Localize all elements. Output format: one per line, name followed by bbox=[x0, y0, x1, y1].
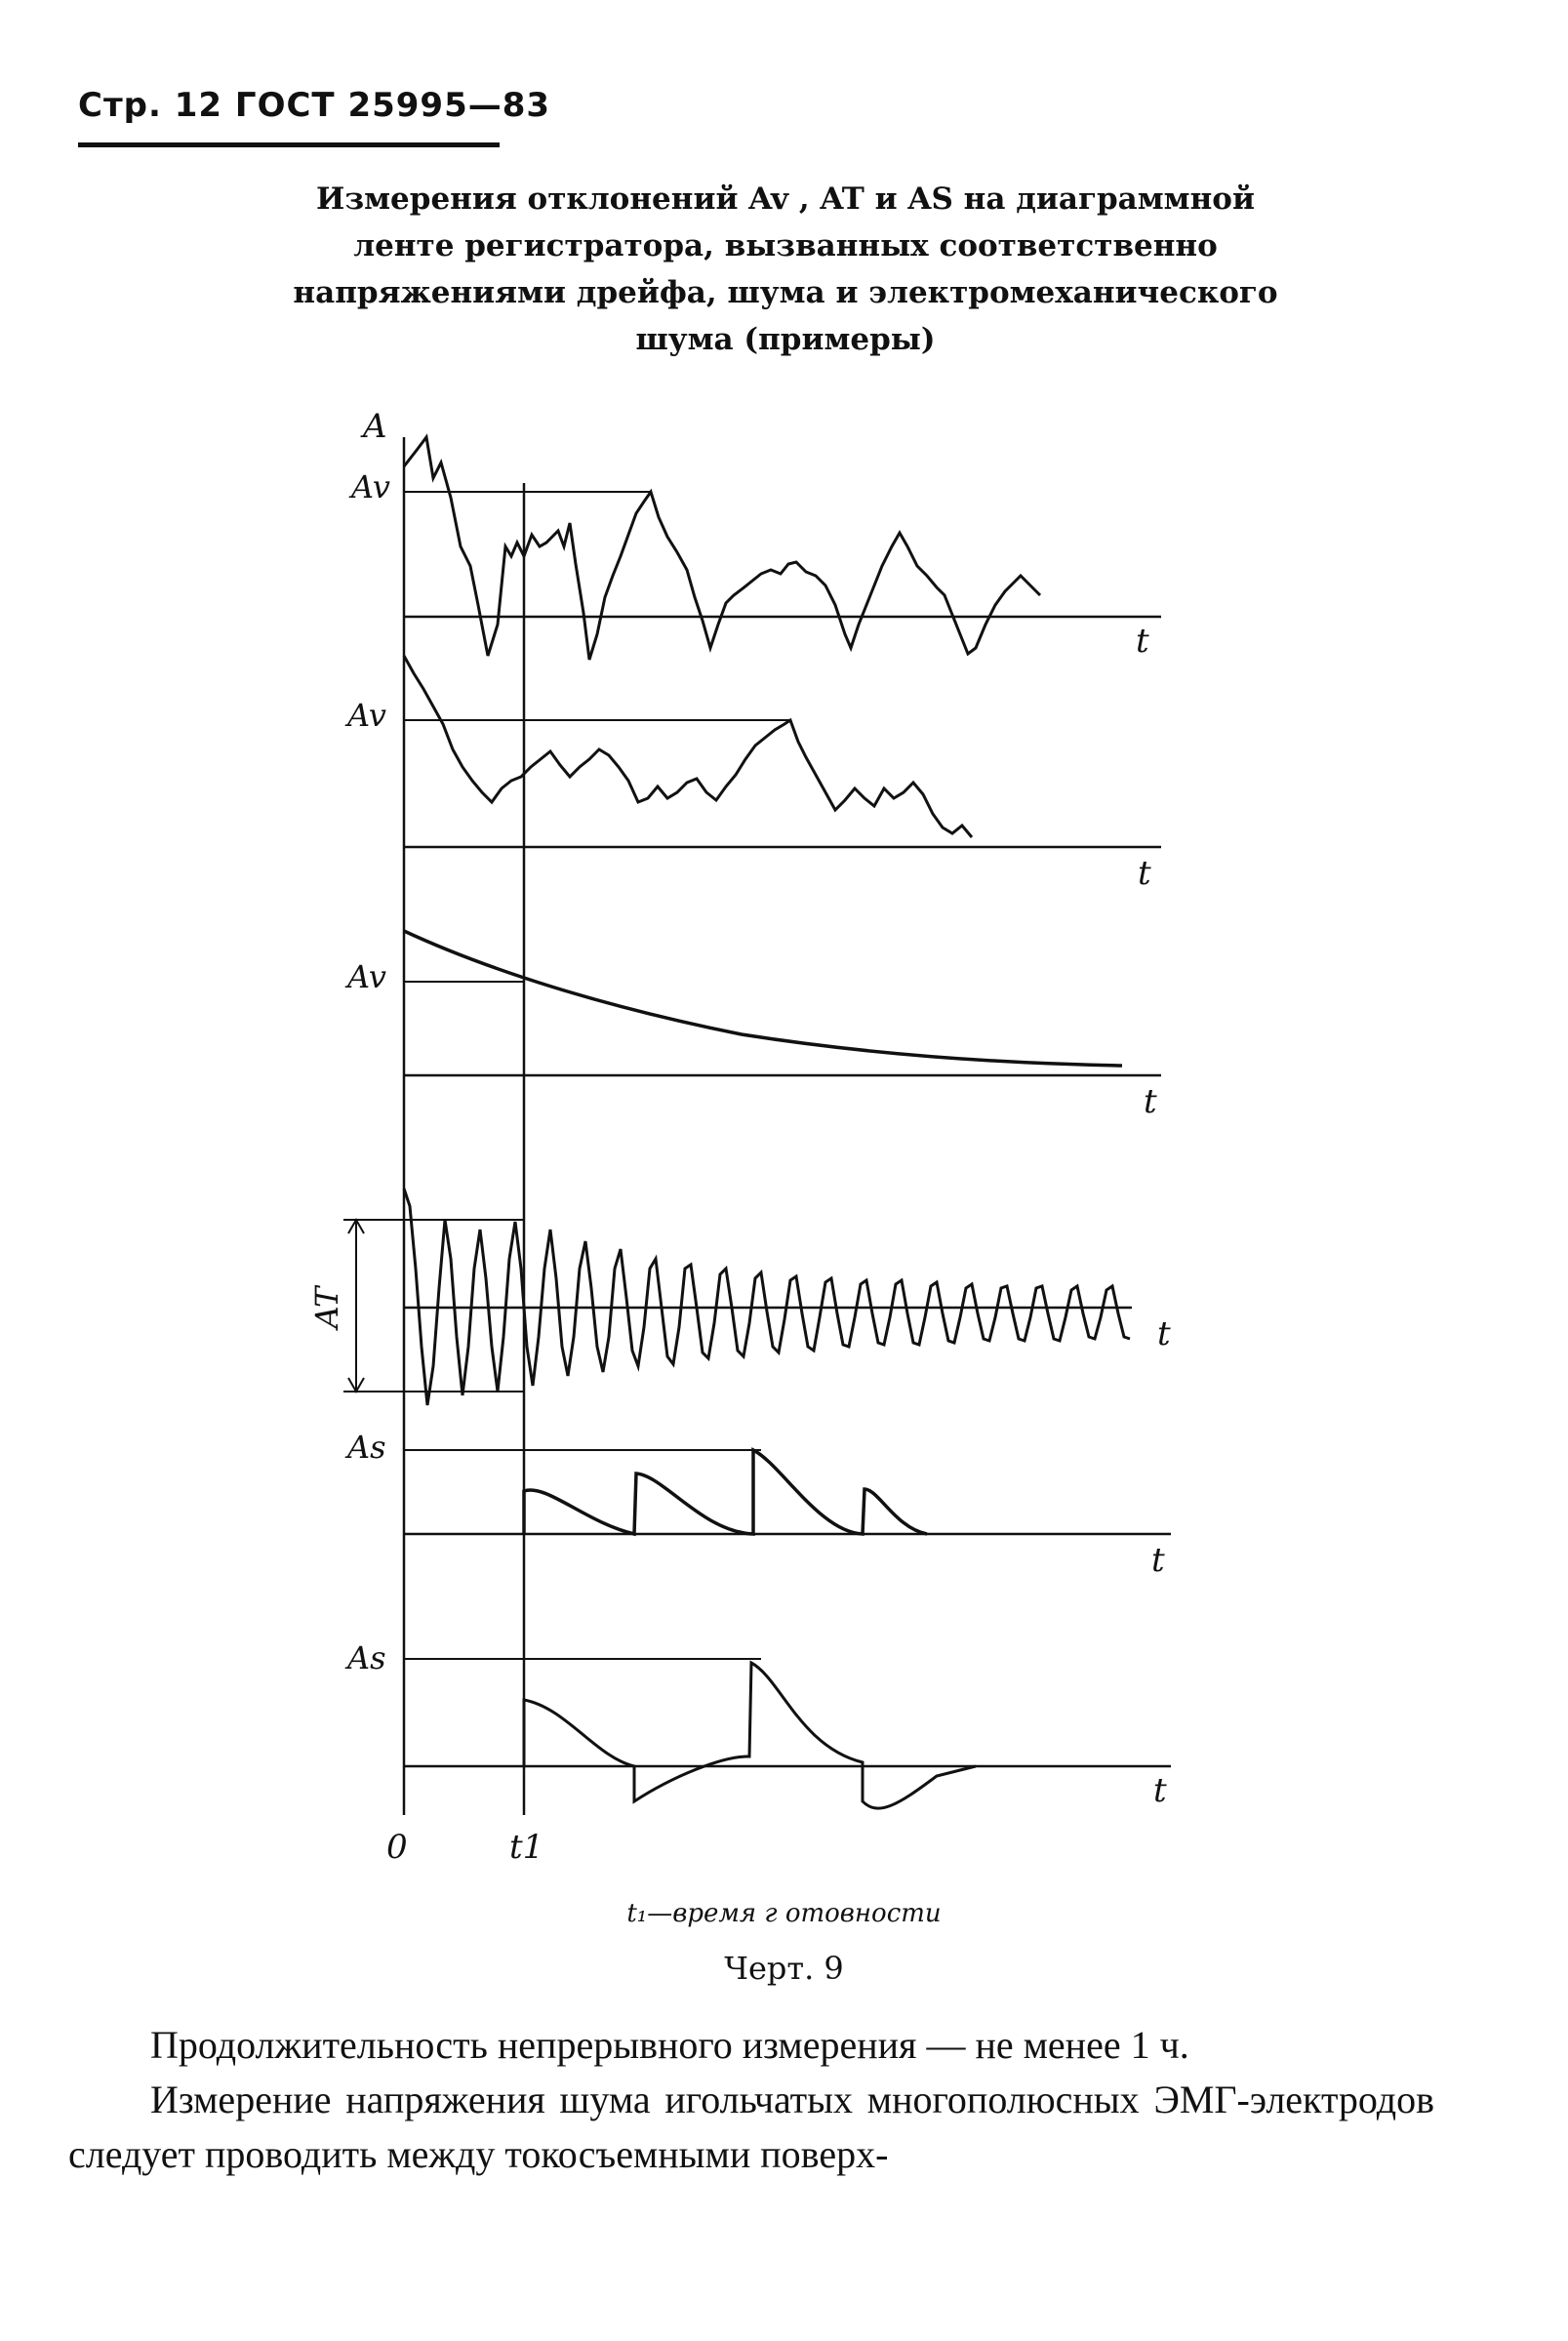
axis-label-t: t bbox=[1153, 1771, 1167, 1810]
y-axis-label: A bbox=[360, 407, 387, 446]
axis-label-t: t bbox=[1144, 1082, 1157, 1121]
panel-label: Av bbox=[344, 958, 386, 995]
paragraph: Измерение напряжения шума игольчатых мно… bbox=[68, 2078, 1434, 2176]
trace-3 bbox=[403, 929, 1123, 1068]
title-line: Измерения отклонений Av , AT и AS на диа… bbox=[316, 182, 1255, 217]
page-header: Стр. 12 ГОСТ 25995—83 bbox=[78, 86, 551, 125]
panel-label: As bbox=[344, 1639, 386, 1676]
panel-label: Av bbox=[348, 468, 390, 505]
trace-6 bbox=[522, 1660, 977, 1810]
t1-label: t1 bbox=[509, 1828, 543, 1867]
title-line: ленте регистратора, вызванных соответств… bbox=[353, 228, 1218, 263]
trace-4 bbox=[402, 1188, 1131, 1406]
axis-label-t: t bbox=[1138, 854, 1151, 893]
axis-label-t: t bbox=[1136, 622, 1149, 661]
trace-5 bbox=[522, 1447, 928, 1537]
trace-2 bbox=[402, 655, 974, 838]
paragraph: Продолжительность непрерывного измерения… bbox=[150, 2023, 1189, 2067]
body-text: Продолжительность непрерывного измерения… bbox=[68, 2018, 1434, 2182]
axis-label-t: t bbox=[1151, 1541, 1165, 1580]
recorder-diagram: A Av Av Av AT As As t t t t t t 0 t1 bbox=[308, 407, 1171, 1867]
trace-1 bbox=[402, 433, 1042, 661]
axis-label-t: t bbox=[1157, 1314, 1171, 1353]
panel-label: Av bbox=[344, 697, 386, 734]
origin-label: 0 bbox=[386, 1828, 408, 1867]
figure-number: Черт. 9 bbox=[724, 1950, 844, 1987]
figure-title: Измерения отклонений Av , AT и AS на диа… bbox=[176, 176, 1395, 363]
figure-note: t₁—время г отовности bbox=[626, 1899, 942, 1928]
title-line: напряжениями дрейфа, шума и электромехан… bbox=[293, 275, 1278, 310]
title-line: шума (примеры) bbox=[635, 322, 936, 357]
header-rule bbox=[78, 142, 500, 147]
panel-label: As bbox=[344, 1429, 386, 1466]
panel-label: AT bbox=[308, 1284, 345, 1331]
